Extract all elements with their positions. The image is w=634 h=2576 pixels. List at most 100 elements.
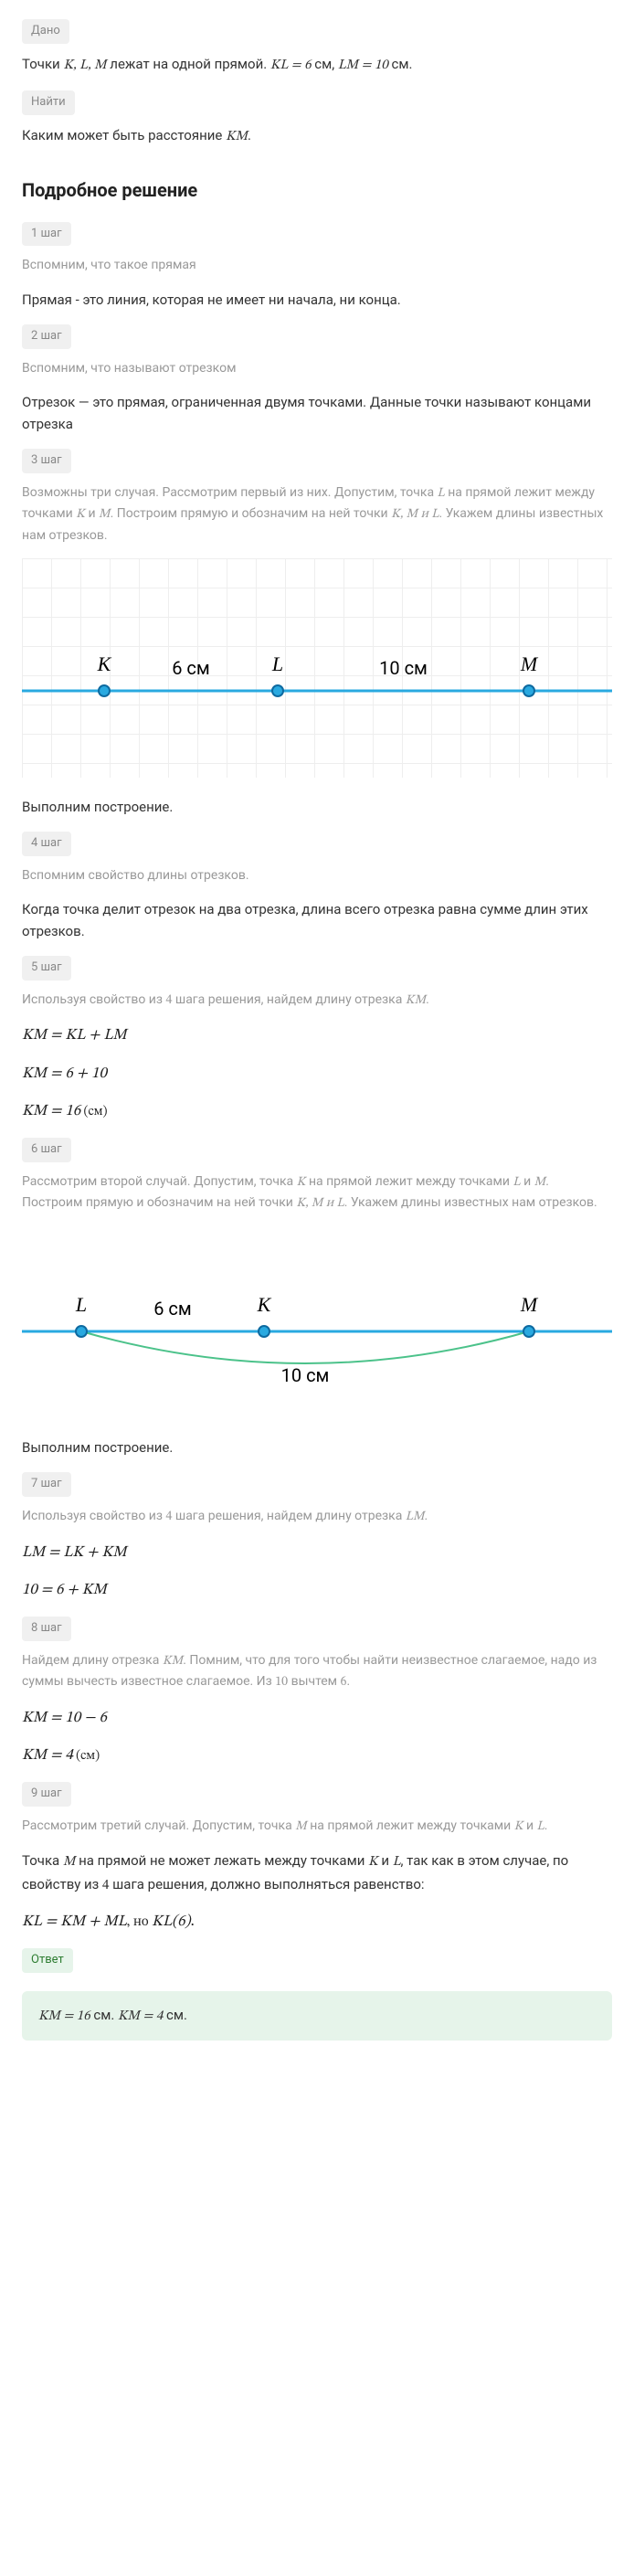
t: . — [544, 1818, 548, 1833]
arc-10cm — [81, 1331, 529, 1363]
v: 10 — [275, 1676, 288, 1689]
t: . Построим прямую и обозначим на ней точ… — [111, 506, 392, 521]
point-l — [76, 1326, 87, 1337]
eq: KM = 6 + 10 — [22, 1062, 612, 1087]
label-l: L — [75, 1293, 87, 1316]
v: M — [99, 508, 111, 521]
t: . — [248, 127, 251, 143]
t: Используя свойство из — [22, 1509, 165, 1523]
v: 10 = 6 + KM — [22, 1583, 107, 1598]
find-badge: Найти — [22, 90, 75, 115]
step-badge: 3 шаг — [22, 449, 71, 473]
v: см. — [90, 2007, 118, 2023]
t: шага решения, должно выполняться равенст… — [109, 1876, 424, 1892]
km: KM — [226, 130, 248, 143]
v: см. — [163, 2007, 187, 2023]
v: KM = KL + LM — [22, 1028, 127, 1044]
given-badge: Дано — [22, 19, 69, 44]
points: K, L, M — [63, 58, 106, 72]
lm: LM = 10 — [338, 58, 388, 72]
v: K, M и L — [391, 508, 439, 521]
t: и — [521, 1174, 534, 1189]
step6-note: Рассмотрим второй случай. Допустим, точк… — [22, 1171, 612, 1214]
label-k: K — [257, 1293, 272, 1316]
v: KM — [406, 994, 426, 1007]
diagram-case1: K L M 6 см 10 см — [22, 558, 612, 778]
t: Используя свойство из — [22, 992, 165, 1007]
eq: 10 = 6 + KM — [22, 1578, 612, 1603]
step-badge: 5 шаг — [22, 956, 71, 981]
t: . Укажем длины известных нам отрезков. — [344, 1195, 597, 1210]
point-m — [523, 685, 534, 696]
t: см, — [312, 56, 338, 72]
t: шага решения, найдем длину отрезка — [172, 1509, 405, 1523]
t: Рассмотрим второй случай. Допустим, точк… — [22, 1174, 297, 1189]
step9-text: Точка M на прямой не может лежать между … — [22, 1850, 612, 1897]
step6-after: Выполним построение. — [22, 1436, 612, 1458]
t: Возможны три случая. Рассмотрим первый и… — [22, 485, 438, 500]
eq: LM = LK + KM — [22, 1541, 612, 1565]
eq: KM = KL + LM — [22, 1023, 612, 1048]
step-badge: 2 шаг — [22, 324, 71, 349]
eq: KM = 4 (см) — [22, 1744, 612, 1768]
v: L — [393, 1855, 401, 1869]
diagram-svg: K L M 6 см 10 см — [22, 558, 612, 778]
v: L — [512, 1176, 520, 1189]
seg-6cm: 6 см — [172, 657, 210, 679]
v: LM — [406, 1511, 425, 1523]
step7-note: Используя свойство из 4 шага решения, на… — [22, 1506, 612, 1527]
answer-box: KM = 16 см. KM = 4 см. — [22, 1991, 612, 2041]
step4-note: Вспомним свойство длины отрезков. — [22, 865, 612, 885]
t: Точки — [22, 56, 63, 72]
given-text: Точки K, L, M лежат на одной прямой. KL … — [22, 53, 612, 77]
t: и — [378, 1852, 393, 1869]
t: на прямой лежит между точками — [305, 1174, 512, 1189]
point-k — [259, 1326, 269, 1337]
v: KM — [163, 1655, 183, 1668]
v: KM = 4 — [118, 2009, 163, 2023]
solution-document: { "given_badge": "Дано", "given_text_pre… — [0, 0, 634, 2059]
diagram-case2: L K M 6 см 10 см — [22, 1226, 612, 1418]
v: . — [191, 1914, 195, 1930]
t: на прямой лежит между точками — [307, 1818, 514, 1833]
eq: KM = 16 (см) — [22, 1099, 612, 1124]
seg-6cm: 6 см — [153, 1298, 192, 1320]
v: K — [76, 508, 85, 521]
point-l — [272, 685, 283, 696]
v: KM = 16 — [38, 2009, 90, 2023]
t: Каким может быть расстояние — [22, 127, 226, 143]
v: L — [537, 1820, 544, 1833]
v: (см) — [73, 1750, 100, 1763]
eq: KM = 10 − 6 — [22, 1706, 612, 1731]
v: (см) — [80, 1106, 107, 1118]
diagram-svg: L K M 6 см 10 см — [22, 1226, 612, 1418]
answer-badge: Ответ — [22, 1948, 73, 1973]
v: K — [368, 1855, 378, 1869]
v: LM = LK + KM — [22, 1545, 127, 1561]
v: KM = 6 + 10 — [22, 1066, 107, 1082]
t: вычтем — [288, 1674, 340, 1689]
point-k — [99, 685, 110, 696]
t: . — [426, 992, 429, 1007]
step1-text: Прямая - это линия, которая не имеет ни … — [22, 289, 612, 311]
t: см. — [388, 56, 413, 72]
step4-text: Когда точка делит отрезок на два отрезка… — [22, 898, 612, 942]
v: M — [295, 1820, 307, 1833]
v: L — [438, 487, 445, 500]
kl: KL = 6 — [270, 58, 312, 72]
step2-note: Вспомним, что называют отрезком — [22, 358, 612, 378]
step3-note: Возможны три случая. Рассмотрим первый и… — [22, 482, 612, 546]
t: и — [85, 506, 99, 521]
step3-after: Выполним построение. — [22, 796, 612, 818]
v: KM = 4 — [22, 1748, 73, 1764]
t: лежат на одной прямой. — [107, 56, 270, 72]
label-m: M — [520, 652, 539, 675]
step-badge: 1 шаг — [22, 222, 71, 247]
v: K — [514, 1820, 523, 1833]
t: Найдем длину отрезка — [22, 1653, 163, 1668]
step9-note: Рассмотрим третий случай. Допустим, точк… — [22, 1816, 612, 1837]
find-text: Каким может быть расстояние KM. — [22, 124, 612, 148]
solution-heading: Подробное решение — [22, 175, 612, 205]
v: KM = 10 − 6 — [22, 1711, 107, 1726]
label-k: K — [97, 652, 112, 675]
